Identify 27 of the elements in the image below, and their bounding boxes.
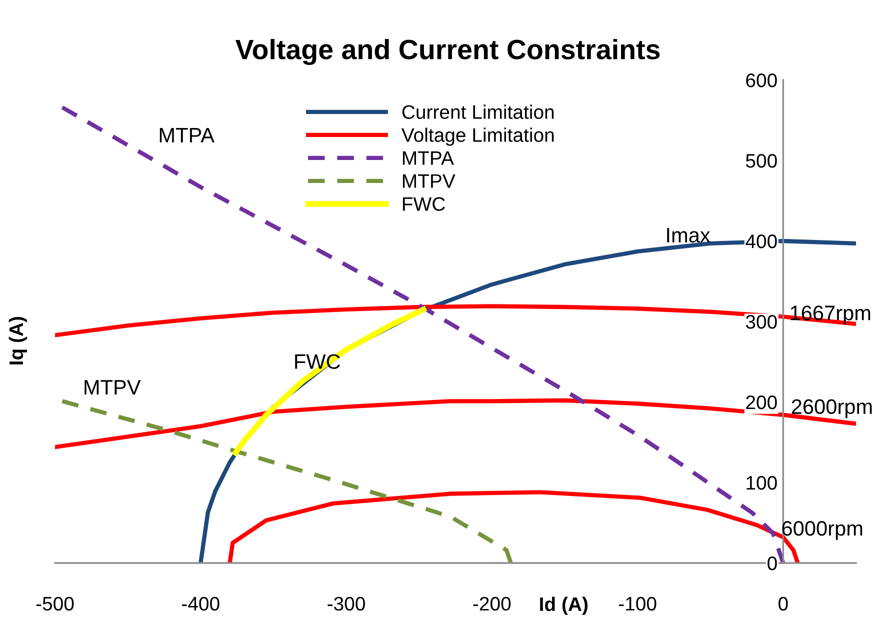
x-tick-label: 0: [778, 596, 788, 611]
annotation: Imax: [667, 228, 710, 243]
y-tick-label: 200: [746, 395, 777, 410]
annotation: MTPV: [84, 380, 141, 395]
y-tick-label: 400: [746, 234, 777, 248]
line-series: [60, 399, 513, 563]
legend-label: MTPV: [402, 174, 456, 188]
x-tick-label: -300: [328, 596, 365, 611]
legend-label: MTPA: [402, 151, 454, 165]
x-tick-label: -500: [36, 596, 74, 611]
x-axis-title: Id (A): [540, 596, 588, 615]
x-tick-label: -100: [618, 596, 656, 611]
y-tick-label: 0: [768, 556, 777, 570]
legend-label: Current Limitation: [402, 104, 554, 119]
y-tick-label: 500: [746, 154, 777, 168]
annotation: MTPA: [160, 128, 214, 142]
x-tick-label: -200: [473, 596, 511, 611]
annotation: 2600rpm: [792, 399, 872, 418]
y-tick-label: 600: [746, 73, 777, 88]
y-tick-label: 100: [746, 476, 777, 490]
annotation: 6000rpm: [782, 520, 862, 540]
legend-label: FWC: [402, 197, 445, 211]
legend-label: Voltage Limitation: [401, 128, 554, 146]
y-axis-title: Iq (A): [8, 316, 27, 364]
chart-title: Voltage and Current Constraints: [235, 38, 660, 66]
y-tick-label: 300: [746, 314, 777, 329]
x-tick-label: -400: [182, 596, 220, 611]
